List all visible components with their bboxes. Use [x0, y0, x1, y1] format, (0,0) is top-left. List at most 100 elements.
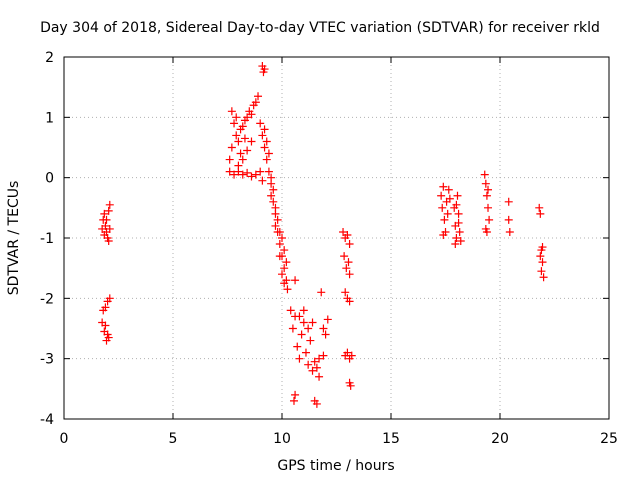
data-point — [339, 227, 348, 236]
data-point — [317, 288, 326, 297]
data-point — [304, 324, 313, 333]
data-point — [346, 381, 355, 390]
data-point — [345, 270, 354, 279]
data-point — [283, 285, 292, 294]
data-point — [280, 279, 289, 288]
data-point — [247, 110, 256, 119]
data-point — [295, 354, 304, 363]
data-point — [230, 119, 239, 128]
data-point — [304, 360, 313, 369]
data-point — [236, 149, 245, 158]
data-point — [440, 215, 449, 224]
data-point — [101, 221, 110, 230]
data-point — [227, 143, 236, 152]
x-tick-label: 5 — [169, 431, 178, 447]
data-point — [275, 252, 284, 261]
data-point — [232, 131, 241, 140]
y-tick-label: -1 — [40, 231, 54, 247]
data-point — [289, 396, 298, 405]
data-point — [278, 234, 286, 242]
data-point — [291, 390, 300, 399]
data-point — [286, 306, 295, 315]
data-point — [104, 206, 113, 215]
data-point — [254, 92, 263, 101]
data-point — [505, 227, 514, 236]
data-point — [452, 234, 461, 242]
data-point — [345, 297, 354, 306]
data-point — [315, 372, 324, 381]
data-point — [340, 252, 349, 261]
data-point — [538, 258, 547, 267]
data-point — [260, 125, 269, 134]
data-point — [308, 366, 317, 375]
data-point — [104, 237, 113, 246]
data-point — [269, 197, 278, 206]
data-point — [454, 209, 463, 218]
data-point — [439, 230, 448, 239]
data-point — [264, 167, 273, 176]
data-point — [271, 203, 280, 212]
data-point — [451, 240, 460, 249]
data-point — [453, 191, 462, 200]
data-point — [297, 330, 306, 339]
data-point — [321, 330, 330, 339]
data-point — [227, 107, 236, 116]
data-point — [238, 155, 247, 164]
data-point — [264, 149, 273, 158]
axis-ticks — [63, 56, 610, 420]
data-point — [347, 351, 356, 360]
data-point — [310, 357, 319, 366]
data-point — [482, 227, 491, 236]
data-point — [243, 146, 252, 155]
data-point — [482, 191, 491, 200]
x-tick-label: 10 — [273, 431, 291, 447]
data-point — [439, 182, 448, 191]
y-axis-label: SDTVAR / TECUs — [6, 181, 22, 296]
data-point — [105, 200, 114, 209]
data-point — [103, 330, 112, 339]
data-point — [234, 137, 243, 146]
data-point — [258, 131, 267, 140]
data-point — [260, 65, 269, 74]
y-tick-label: -2 — [40, 291, 54, 307]
data-point — [456, 237, 465, 246]
data-point — [102, 215, 111, 224]
data-point — [443, 209, 452, 218]
data-point — [243, 113, 252, 122]
data-point — [484, 185, 493, 194]
data-series — [98, 62, 548, 408]
x-tick-label: 15 — [382, 431, 400, 447]
data-point — [271, 221, 280, 230]
data-point — [343, 348, 352, 357]
data-point — [275, 240, 284, 249]
data-point — [455, 227, 464, 236]
data-point — [481, 179, 490, 188]
y-tick-labels: -4 -3 -2 -1 0 1 2 — [40, 50, 54, 428]
data-point — [315, 354, 324, 363]
data-point — [100, 230, 109, 239]
data-point — [452, 200, 461, 209]
x-tick-label: 0 — [60, 431, 69, 447]
data-point — [243, 168, 252, 177]
data-point — [256, 167, 265, 176]
data-point — [232, 113, 241, 122]
data-point — [299, 306, 308, 315]
data-point — [236, 125, 245, 134]
data-point — [288, 324, 297, 333]
data-point — [539, 273, 548, 282]
data-point — [312, 399, 321, 408]
data-point — [306, 336, 315, 345]
data-point — [323, 315, 332, 324]
data-point — [301, 348, 310, 357]
data-point — [280, 246, 289, 255]
y-tick-label: 0 — [45, 171, 54, 187]
data-point — [273, 215, 282, 224]
data-point — [260, 143, 269, 152]
data-point — [437, 191, 446, 200]
data-point — [278, 270, 286, 279]
data-point — [504, 215, 513, 224]
data-point — [319, 324, 328, 333]
chart-title: Day 304 of 2018, Sidereal Day-to-day VTE… — [40, 20, 600, 36]
data-point — [504, 197, 513, 206]
